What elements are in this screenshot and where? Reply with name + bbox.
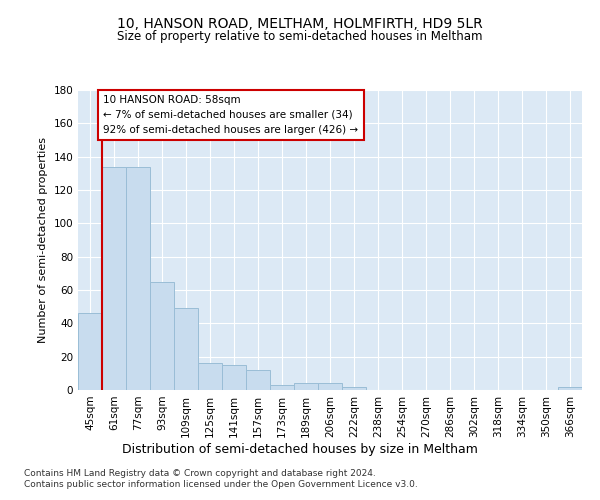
Text: Contains public sector information licensed under the Open Government Licence v3: Contains public sector information licen…	[24, 480, 418, 489]
Text: 10, HANSON ROAD, MELTHAM, HOLMFIRTH, HD9 5LR: 10, HANSON ROAD, MELTHAM, HOLMFIRTH, HD9…	[117, 18, 483, 32]
Text: Contains HM Land Registry data © Crown copyright and database right 2024.: Contains HM Land Registry data © Crown c…	[24, 468, 376, 477]
Bar	[558, 386, 582, 390]
Bar	[318, 384, 342, 390]
Bar	[174, 308, 198, 390]
Bar	[222, 365, 246, 390]
Bar	[294, 384, 318, 390]
Y-axis label: Number of semi-detached properties: Number of semi-detached properties	[38, 137, 48, 343]
Bar	[150, 282, 174, 390]
Bar	[78, 314, 102, 390]
Bar	[342, 386, 366, 390]
Bar	[246, 370, 270, 390]
Text: Distribution of semi-detached houses by size in Meltham: Distribution of semi-detached houses by …	[122, 442, 478, 456]
Bar	[198, 364, 222, 390]
Text: 10 HANSON ROAD: 58sqm
← 7% of semi-detached houses are smaller (34)
92% of semi-: 10 HANSON ROAD: 58sqm ← 7% of semi-detac…	[103, 95, 358, 134]
Bar	[270, 385, 294, 390]
Bar	[102, 166, 126, 390]
Bar	[126, 166, 150, 390]
Text: Size of property relative to semi-detached houses in Meltham: Size of property relative to semi-detach…	[117, 30, 483, 43]
